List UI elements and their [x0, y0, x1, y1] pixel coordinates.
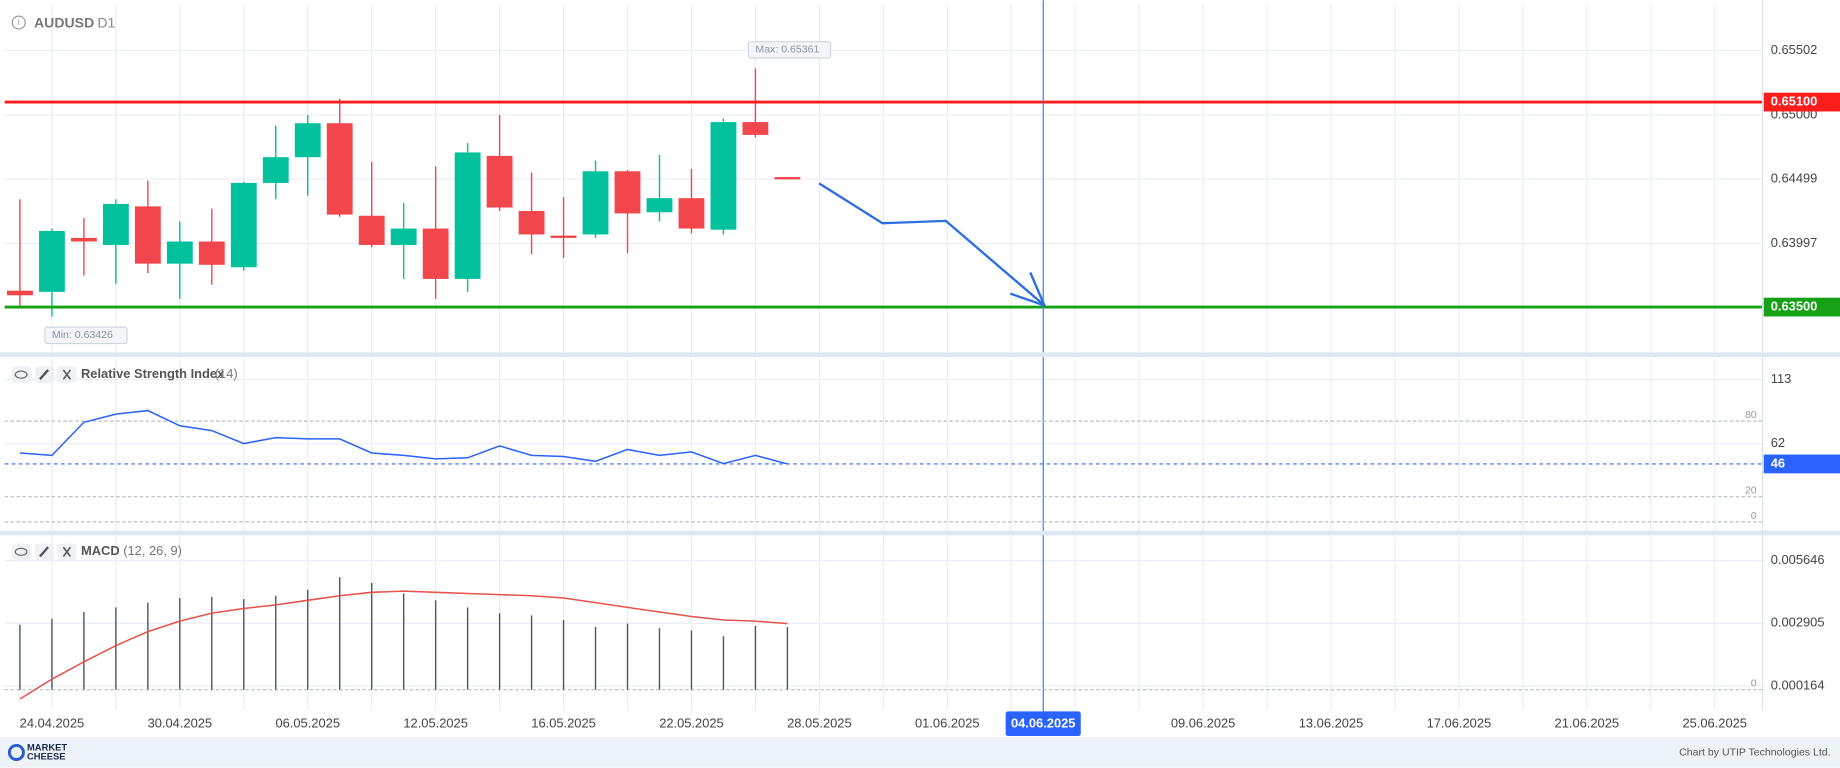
level-label-bg [1763, 297, 1840, 317]
x-tick-label: 09.06.2025 [1171, 716, 1236, 731]
x-tick-label: 16.05.2025 [531, 716, 596, 731]
candle-body [614, 171, 641, 214]
candle-body [7, 290, 33, 296]
x-tick-label: 17.06.2025 [1427, 716, 1492, 731]
candle-body [422, 228, 449, 279]
x-tick-label: 21.06.2025 [1555, 716, 1620, 731]
y-tick-label: 113 [1771, 371, 1792, 386]
x-tick-label: 01.06.2025 [915, 716, 980, 731]
candle-body [102, 203, 129, 245]
candle-body [774, 177, 801, 180]
x-tick-label: 24.04.2025 [20, 716, 85, 731]
indicator-title: MACD [81, 543, 120, 558]
level-label-bg [1763, 92, 1840, 112]
forecast-arrow [818, 182, 1047, 308]
candle-body [646, 198, 673, 213]
x-tick-label: 06.05.2025 [275, 716, 340, 731]
info-icon-glyph: i [18, 17, 20, 27]
pane-separator [0, 530, 1840, 536]
logo-icon [7, 743, 25, 761]
candle-body [518, 210, 545, 235]
level-label: 0 [1751, 510, 1757, 522]
indicator-title: Relative Strength Index [81, 366, 225, 381]
candle-body [70, 237, 97, 242]
eye-icon [14, 547, 28, 556]
annotation: Min: 0.63426 [52, 329, 113, 341]
layer: 0.655020.650000.644990.639970.651000.635… [4, 0, 1840, 737]
close-icon [62, 369, 72, 380]
candle-body [390, 228, 417, 245]
annotation: Max: 0.65361 [755, 44, 819, 56]
rsi-line [19, 409, 788, 465]
logo-text: MARKET [27, 742, 67, 752]
indicator-params: (12, 26, 9) [123, 543, 182, 558]
eye-icon [14, 370, 28, 379]
y-tick-label: 0.000164 [1771, 677, 1825, 692]
pane-separator [0, 352, 1840, 358]
candle-body [134, 206, 161, 264]
y-tick-label: 0.63997 [1771, 235, 1818, 250]
x-tick-label: 13.06.2025 [1299, 716, 1364, 731]
candle-body [454, 152, 481, 279]
candle-body [166, 241, 193, 264]
annotation-box [44, 326, 128, 345]
y-tick-label: 0.65502 [1771, 42, 1818, 57]
level-label: 0.63500 [1771, 298, 1818, 313]
close-icon [62, 546, 72, 557]
credit: Chart by UTIP Technologies Ltd. [1679, 746, 1830, 758]
candle-body [294, 123, 321, 158]
crosshair-label: 04.06.2025 [1011, 716, 1076, 731]
candle-body [39, 230, 65, 292]
y-tick-label: 62 [1771, 435, 1785, 450]
y-tick-label: 0.64499 [1771, 170, 1818, 185]
indicator-params: (14) [215, 366, 238, 381]
candle-body [358, 215, 385, 245]
current-value-bg [1763, 454, 1840, 474]
candle-body [710, 122, 737, 230]
eye-button[interactable] [11, 543, 31, 561]
candle-body [326, 123, 353, 215]
y-tick-label: 0.005646 [1771, 552, 1825, 567]
level-label: 0 [1751, 678, 1757, 690]
wrench-icon [39, 546, 49, 558]
x-tick-label: 25.06.2025 [1682, 716, 1747, 731]
annotation-box [747, 41, 832, 59]
footer [0, 737, 1840, 768]
x-tick-label: 28.05.2025 [787, 716, 852, 731]
symbol: AUDUSD [34, 14, 94, 30]
signal-line [19, 590, 788, 700]
y-tick-label: 0.002905 [1771, 615, 1825, 630]
rsi-header: Relative Strength Index (14) [11, 366, 238, 383]
candle-body [742, 122, 769, 135]
macd-header: MACD (12, 26, 9) [11, 543, 182, 561]
logo-text: CHEESE [27, 752, 66, 762]
crosshair-label-bg [1005, 711, 1081, 737]
level-label: 20 [1745, 485, 1757, 497]
eye-button[interactable] [11, 366, 31, 383]
candle-body [230, 182, 257, 268]
timeframe: D1 [97, 14, 115, 30]
candle-body [550, 235, 577, 238]
candle-body [678, 198, 705, 229]
level-label: 80 [1745, 409, 1757, 421]
current-value-label: 46 [1771, 455, 1785, 470]
candle-body [198, 241, 225, 265]
info-icon[interactable] [11, 15, 26, 30]
x-tick-label: 22.05.2025 [659, 716, 724, 731]
wrench-icon [39, 369, 49, 381]
candle-body [582, 171, 609, 235]
x-tick-label: 30.04.2025 [148, 716, 213, 731]
level-label: 0.65100 [1771, 93, 1818, 108]
candle-body [262, 157, 289, 183]
x-tick-label: 12.05.2025 [403, 716, 468, 731]
candle-body [486, 155, 513, 208]
